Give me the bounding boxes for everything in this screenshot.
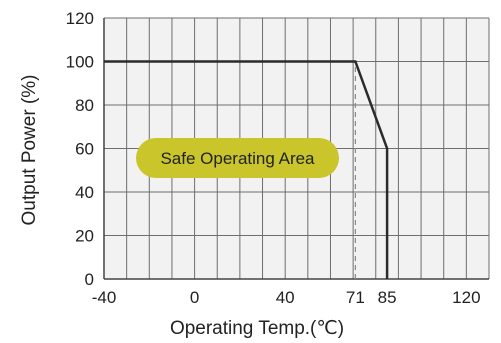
- y-tick-label: 20: [75, 227, 94, 246]
- x-tick-label: 120: [452, 288, 480, 307]
- series-layer: [104, 60, 389, 279]
- y-tick-label: 120: [66, 9, 94, 28]
- x-tick-label: 85: [378, 288, 397, 307]
- derating-curve: [104, 60, 389, 279]
- y-tick-label: 60: [75, 140, 94, 159]
- y-axis-title: Output Power (%): [19, 75, 40, 226]
- x-tick-label: 71: [346, 288, 365, 307]
- x-axis-title: Operating Temp.(℃): [170, 318, 344, 339]
- x-tick-label: 0: [190, 288, 199, 307]
- x-tick-label: 40: [276, 288, 295, 307]
- y-tick-label: 40: [75, 183, 94, 202]
- y-tick-label: 0: [85, 270, 94, 289]
- y-tick-label: 80: [75, 96, 94, 115]
- x-tick-label: -40: [92, 288, 117, 307]
- safe-operating-area-pill: [136, 138, 339, 178]
- safe-operating-area-badge: Safe Operating Area: [136, 138, 339, 178]
- safe-operating-area-label: Safe Operating Area: [160, 149, 315, 168]
- y-tick-label: 100: [66, 53, 94, 72]
